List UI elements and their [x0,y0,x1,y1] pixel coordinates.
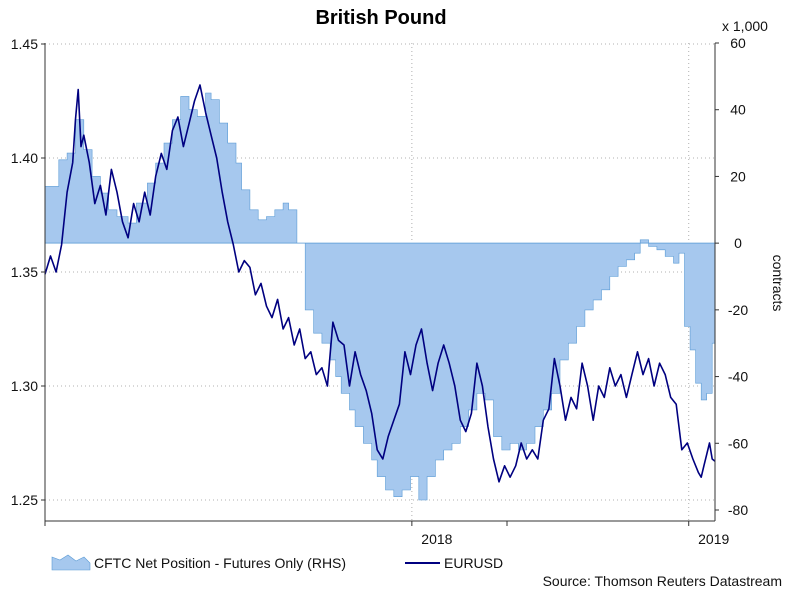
eurusd-line [44,84,716,483]
right-axis-label: contracts [770,255,786,312]
left-tick-label-0: 1.45 [11,36,38,52]
eurusd-line-layer [44,84,716,483]
axes [41,42,719,526]
left-tick-label-1: 1.40 [11,150,38,166]
right-tick-label-3: 0 [734,235,742,251]
right-axis-unit: x 1,000 [722,18,768,34]
legend-label-eurusd: EURUSD [444,555,503,571]
cftc-area [44,92,716,501]
x-tick-label-1: 2019 [698,531,729,547]
right-tick-label-0: 60 [730,35,746,51]
legend: CFTC Net Position - Futures Only (RHS) EU… [51,554,503,571]
right-tick-label-1: 40 [730,102,746,118]
chart-title: British Pound [315,7,446,29]
x-tick-label-0: 2018 [421,531,452,547]
source-note: Source: Thomson Reuters Datastream [543,573,782,589]
right-tick-label-7: -80 [728,502,748,518]
right-tick-label-2: 20 [730,168,746,184]
legend-swatch-cftc [51,554,91,571]
cftc-area-layer [44,92,716,501]
right-tick-label-6: -60 [728,435,748,451]
right-tick-label-5: -40 [728,369,748,385]
legend-label-cftc: CFTC Net Position - Futures Only (RHS) [94,555,346,571]
right-tick-label-4: -20 [728,302,748,318]
tick-labels: 1.45 1.40 1.35 1.30 1.25 60 40 20 0 -20 -40 -60 -80 2… [11,35,749,547]
left-tick-label-4: 1.25 [11,492,38,508]
left-tick-label-2: 1.35 [11,264,38,280]
left-tick-label-3: 1.30 [11,378,38,394]
